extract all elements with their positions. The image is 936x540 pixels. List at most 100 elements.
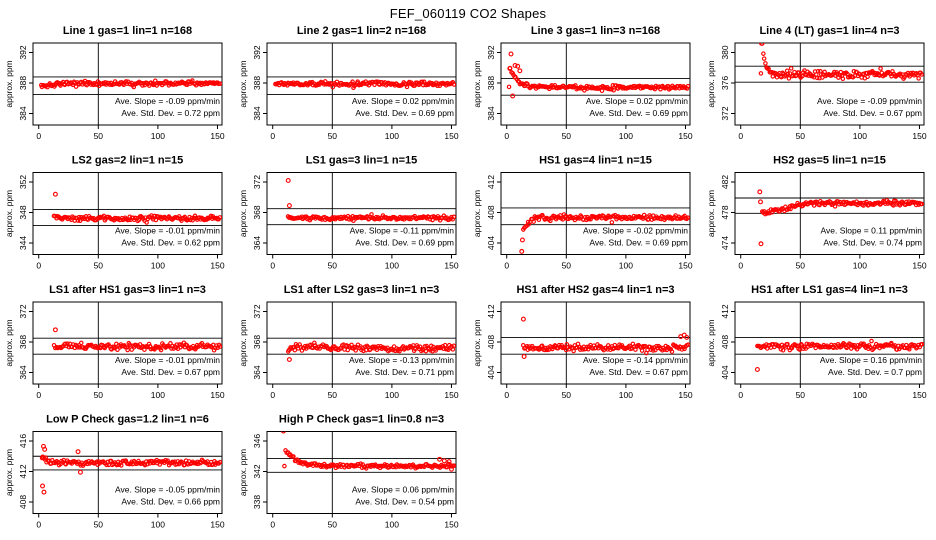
plot-box	[500, 301, 691, 385]
subplot-high-p-check: High P Check gas=1 lin=0.8 n=3 338 342 346 a…	[238, 414, 459, 530]
slope-annotation: Ave. Slope = 0.16 ppm/min	[820, 355, 922, 365]
y-tick-label: 344	[18, 236, 28, 250]
slope-annotation: Ave. Slope = -0.09 ppm/min	[817, 96, 922, 106]
x-tick-label: 100	[151, 390, 165, 400]
points-series	[285, 177, 456, 223]
points-series	[51, 191, 222, 225]
x-tick-label: 0	[270, 390, 275, 400]
subplot-title: LS1 gas=3 lin=1 n=15	[306, 155, 418, 167]
points-series	[281, 431, 456, 472]
subplot-title: Line 1 gas=1 lin=1 n=168	[63, 25, 192, 37]
y-axis-label: approx. ppm	[472, 60, 482, 107]
x-tick-label: 150	[912, 261, 926, 271]
points-series	[285, 340, 456, 363]
stddev-annotation: Ave. Std. Dev. = 0.71 ppm	[355, 367, 454, 377]
x-tick-label: 50	[328, 390, 338, 400]
x-tick-label: 0	[738, 261, 743, 271]
subplot-hs1: HS1 gas=4 lin=1 n=15 404 408 412 approx. ppm…	[472, 155, 693, 271]
y-axis-label: approx. ppm	[4, 190, 14, 237]
y-tick-label: 384	[252, 106, 262, 120]
points-series	[757, 189, 924, 247]
y-axis-label: approx. ppm	[472, 319, 482, 366]
y-tick-label: 404	[486, 365, 496, 379]
y-axis-label: approx. ppm	[238, 190, 248, 237]
y-tick-label: 388	[486, 76, 496, 90]
y-tick-label: 368	[18, 335, 28, 349]
y-tick-label: 388	[18, 76, 28, 90]
x-tick-label: 100	[151, 131, 165, 141]
x-tick-label: 150	[678, 131, 692, 141]
x-tick-label: 150	[912, 390, 926, 400]
x-tick-label: 0	[504, 131, 509, 141]
points-series	[39, 443, 222, 495]
stddev-annotation: Ave. Std. Dev. = 0.7 ppm	[828, 367, 922, 377]
y-tick-label: 482	[720, 175, 730, 189]
y-axis-label: approx. ppm	[4, 319, 14, 366]
x-tick-label: 150	[444, 390, 458, 400]
subplot-ls2: LS2 gas=2 lin=1 n=15 344 348 352 approx. ppm…	[4, 155, 225, 271]
y-tick-label: 368	[252, 205, 262, 219]
y-axis-label: approx. ppm	[4, 60, 14, 107]
y-tick-label: 368	[252, 335, 262, 349]
y-tick-label: 372	[252, 304, 262, 318]
points-series	[273, 79, 456, 91]
subplot-title: Line 2 gas=1 lin=2 n=168	[297, 25, 426, 37]
y-tick-label: 376	[720, 76, 730, 90]
y-tick-label: 412	[18, 464, 28, 478]
y-tick-label: 346	[252, 434, 262, 448]
subplot-title: Line 3 gas=1 lin=3 n=168	[531, 25, 660, 37]
subplot-hs2: HS2 gas=5 lin=1 n=15 474 478 482 approx. ppm…	[706, 155, 927, 271]
y-tick-label: 392	[486, 45, 496, 59]
y-tick-label: 392	[252, 45, 262, 59]
x-tick-label: 150	[444, 261, 458, 271]
figure-title: FEF_060119 CO2 Shapes	[389, 6, 547, 21]
stddev-annotation: Ave. Std. Dev. = 0.69 ppm	[589, 108, 688, 118]
y-tick-label: 384	[486, 106, 496, 120]
y-tick-label: 404	[486, 236, 496, 250]
x-tick-label: 0	[36, 390, 41, 400]
x-tick-label: 0	[270, 261, 275, 271]
y-tick-label: 364	[252, 236, 262, 250]
x-tick-label: 100	[619, 261, 633, 271]
x-tick-label: 150	[444, 520, 458, 530]
subplot-line3: Line 3 gas=1 lin=3 n=168 384 388 392 approx.…	[472, 25, 693, 141]
slope-annotation: Ave. Slope = -0.09 ppm/min	[115, 96, 220, 106]
y-axis-label: approx. ppm	[706, 190, 716, 237]
y-axis-label: approx. ppm	[238, 449, 248, 496]
points-series	[39, 78, 222, 90]
slope-annotation: Ave. Slope = -0.01 ppm/min	[115, 355, 220, 365]
x-tick-label: 150	[210, 520, 224, 530]
y-axis-label: approx. ppm	[706, 319, 716, 366]
stddev-annotation: Ave. Std. Dev. = 0.69 ppm	[355, 238, 454, 248]
stddev-annotation: Ave. Std. Dev. = 0.66 ppm	[121, 497, 220, 507]
y-tick-label: 372	[252, 175, 262, 189]
y-tick-label: 392	[18, 45, 28, 59]
stddev-annotation: Ave. Std. Dev. = 0.69 ppm	[355, 108, 454, 118]
points-series	[506, 51, 690, 99]
slope-annotation: Ave. Slope = -0.13 ppm/min	[349, 355, 454, 365]
slope-annotation: Ave. Slope = 0.06 ppm/min	[352, 485, 454, 495]
plot-box	[32, 431, 223, 514]
points-series	[520, 316, 690, 359]
stddev-annotation: Ave. Std. Dev. = 0.74 ppm	[823, 238, 922, 248]
x-tick-label: 50	[94, 390, 104, 400]
y-tick-label: 342	[252, 464, 262, 478]
stddev-annotation: Ave. Std. Dev. = 0.54 ppm	[355, 497, 454, 507]
y-tick-label: 364	[18, 365, 28, 379]
subplot-title: Low P Check gas=1.2 lin=1 n=6	[46, 414, 209, 426]
x-tick-label: 0	[36, 131, 41, 141]
x-tick-label: 150	[678, 390, 692, 400]
plot-box	[32, 301, 223, 385]
subplot-ls1-after-hs1: LS1 after HS1 gas=3 lin=1 n=3 364 368 372 ap…	[4, 284, 225, 400]
subplot-line1: Line 1 gas=1 lin=1 n=168 384 388 392 approx.…	[4, 25, 225, 141]
plot-box	[32, 172, 223, 255]
y-tick-label: 388	[252, 76, 262, 90]
slope-annotation: Ave. Slope = -0.05 ppm/min	[115, 485, 220, 495]
stddev-annotation: Ave. Std. Dev. = 0.67 ppm	[121, 367, 220, 377]
x-tick-label: 100	[853, 261, 867, 271]
plot-box	[266, 301, 457, 385]
subplot-low-p-check: Low P Check gas=1.2 lin=1 n=6 408 412 416 ap…	[4, 414, 225, 530]
y-tick-label: 412	[486, 175, 496, 189]
